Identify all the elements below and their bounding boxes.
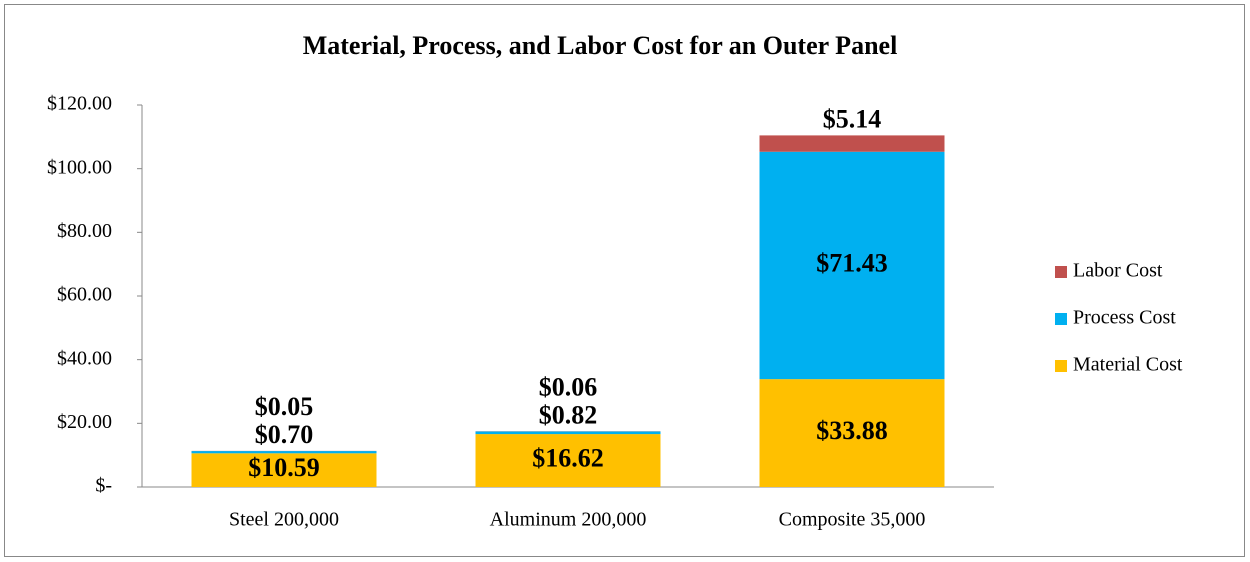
data-label: $33.88 [816, 416, 888, 445]
bar-segment [759, 135, 945, 152]
legend-label: Process Cost [1073, 307, 1176, 329]
y-tick-label: $120.00 [47, 93, 112, 115]
bar-segment [475, 431, 661, 435]
y-tick-label: $20.00 [57, 411, 112, 433]
y-tick-label: $80.00 [57, 220, 112, 242]
data-label: $0.82 [539, 400, 598, 429]
data-label: $5.14 [823, 104, 882, 133]
x-tick-label: Aluminum 200,000 [490, 509, 647, 531]
legend-swatch [1055, 313, 1067, 325]
legend-label: Labor Cost [1073, 260, 1163, 282]
chart-title: Material, Process, and Labor Cost for an… [303, 31, 898, 60]
bar-segment [759, 379, 945, 487]
bar-segment [191, 451, 377, 454]
data-label: $16.62 [532, 444, 604, 473]
legend-swatch [1055, 266, 1067, 278]
legend-label: Material Cost [1073, 354, 1183, 376]
y-tick-label: $60.00 [57, 284, 112, 306]
bar-segment [759, 151, 945, 380]
data-label: $0.05 [255, 392, 314, 421]
x-tick-label: Composite 35,000 [779, 509, 926, 531]
legend-swatch [1055, 360, 1067, 372]
bar-segment [191, 453, 377, 487]
y-tick-label: $40.00 [57, 347, 112, 369]
y-tick-label: $- [95, 475, 112, 497]
data-label: $0.06 [539, 372, 598, 401]
data-label: $10.59 [248, 453, 320, 482]
data-label: $0.70 [255, 420, 314, 449]
bar-segment [475, 434, 661, 487]
y-tick-label: $100.00 [47, 156, 112, 178]
x-tick-label: Steel 200,000 [229, 509, 339, 531]
data-label: $71.43 [816, 248, 888, 277]
